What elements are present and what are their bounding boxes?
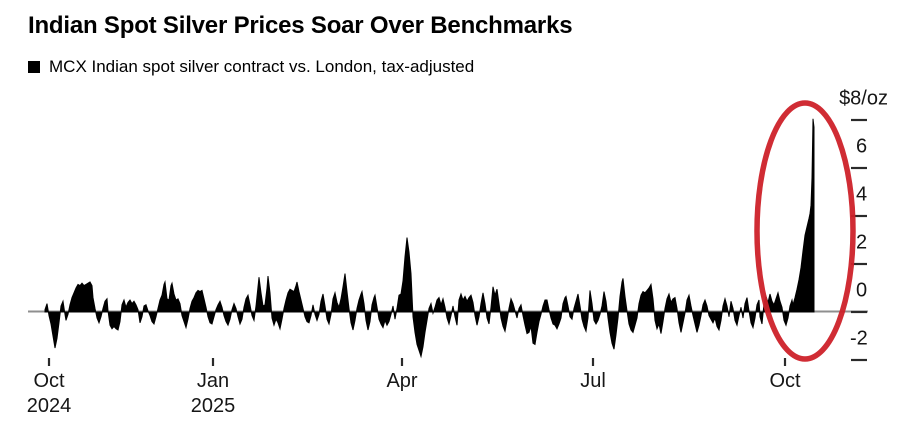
highlight-ellipse-annotation	[754, 100, 856, 362]
x-axis-label: Oct 2024	[26, 370, 72, 417]
y-axis-label: 6	[856, 135, 868, 158]
x-axis-label: Apr	[386, 370, 418, 392]
series-swatch-icon	[28, 61, 40, 73]
y-axis-unit-label: $8/oz	[839, 87, 888, 110]
x-axis-label: Jul	[580, 370, 606, 392]
y-axis-label: 0	[856, 279, 868, 302]
area-series	[44, 118, 815, 359]
y-axis-label: 4	[856, 183, 868, 206]
chart-title: Indian Spot Silver Prices Soar Over Benc…	[28, 12, 573, 39]
series-legend-label: MCX Indian spot silver contract vs. Lond…	[49, 57, 475, 76]
x-axis-label: Oct	[769, 370, 801, 392]
chart-legend: MCX Indian spot silver contract vs. Lond…	[28, 57, 474, 77]
x-axis-label: Jan 2025	[190, 370, 236, 417]
y-axis-label: 2	[856, 231, 868, 254]
y-axis-label: -2	[850, 327, 868, 350]
